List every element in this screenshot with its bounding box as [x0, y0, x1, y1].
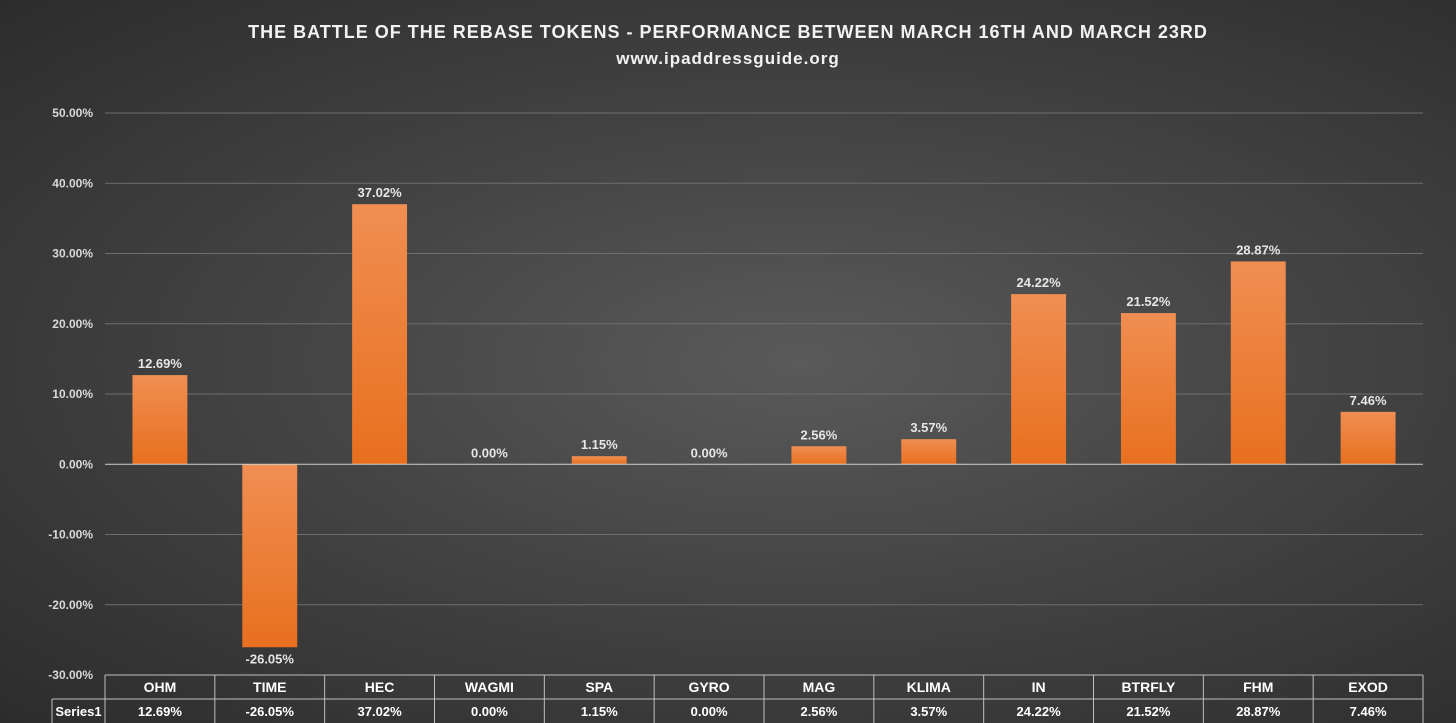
bar-klima — [901, 439, 957, 465]
data-label: 21.52% — [1126, 294, 1171, 309]
table-value-cell: 0.00% — [691, 704, 728, 719]
series-name-label: Series1 — [55, 704, 101, 719]
table-value-cell: 21.52% — [1126, 704, 1171, 719]
data-label: 3.57% — [910, 420, 947, 435]
x-category-label: HEC — [365, 679, 395, 695]
bar-in — [1011, 294, 1067, 465]
table-value-cell: 2.56% — [800, 704, 837, 719]
table-value-cell: 28.87% — [1236, 704, 1281, 719]
y-tick-label: -30.00% — [48, 668, 93, 682]
data-label: 24.22% — [1017, 275, 1062, 290]
data-label: 0.00% — [471, 445, 508, 460]
y-tick-label: 40.00% — [52, 176, 93, 190]
x-category-label: FHM — [1243, 679, 1273, 695]
x-category-label: MAG — [803, 679, 836, 695]
table-value-cell: 12.69% — [138, 704, 183, 719]
bar-fhm — [1230, 261, 1286, 465]
y-tick-label: 50.00% — [52, 106, 93, 120]
data-label: 12.69% — [138, 356, 183, 371]
bar-ohm — [132, 375, 188, 465]
chart-title: THE BATTLE OF THE REBASE TOKENS - PERFOR… — [248, 22, 1208, 42]
bar-mag — [791, 446, 847, 465]
table-value-cell: 7.46% — [1350, 704, 1387, 719]
data-label: 37.02% — [358, 185, 403, 200]
data-label: 0.00% — [691, 445, 728, 460]
table-value-cell: 3.57% — [910, 704, 947, 719]
data-label: 2.56% — [800, 427, 837, 442]
data-label: -26.05% — [246, 651, 295, 666]
x-category-label: OHM — [144, 679, 177, 695]
table-value-cell: 24.22% — [1017, 704, 1062, 719]
table-value-cell: -26.05% — [246, 704, 295, 719]
bar-time — [242, 464, 298, 648]
x-category-label: KLIMA — [907, 679, 951, 695]
chart-subtitle: www.ipaddressguide.org — [616, 49, 840, 68]
y-tick-label: 20.00% — [52, 317, 93, 331]
y-tick-label: 10.00% — [52, 387, 93, 401]
y-tick-label: -20.00% — [48, 598, 93, 612]
data-label: 7.46% — [1350, 393, 1387, 408]
x-category-label: TIME — [253, 679, 286, 695]
x-category-label: GYRO — [688, 679, 729, 695]
table-value-cell: 1.15% — [581, 704, 618, 719]
bar-spa — [571, 456, 627, 465]
y-tick-label: 30.00% — [52, 247, 93, 261]
table-value-cell: 37.02% — [358, 704, 403, 719]
bar-exod — [1340, 411, 1396, 465]
x-category-label: IN — [1032, 679, 1046, 695]
data-label: 28.87% — [1236, 242, 1281, 257]
bar-btrfly — [1120, 313, 1176, 465]
x-category-label: EXOD — [1348, 679, 1388, 695]
data-label: 1.15% — [581, 437, 618, 452]
x-category-label: BTRFLY — [1121, 679, 1176, 695]
x-category-label: SPA — [585, 679, 613, 695]
x-category-label: WAGMI — [465, 679, 514, 695]
y-tick-label: 0.00% — [59, 457, 93, 471]
table-value-cell: 0.00% — [471, 704, 508, 719]
bar-hec — [352, 204, 408, 465]
y-tick-label: -10.00% — [48, 528, 93, 542]
